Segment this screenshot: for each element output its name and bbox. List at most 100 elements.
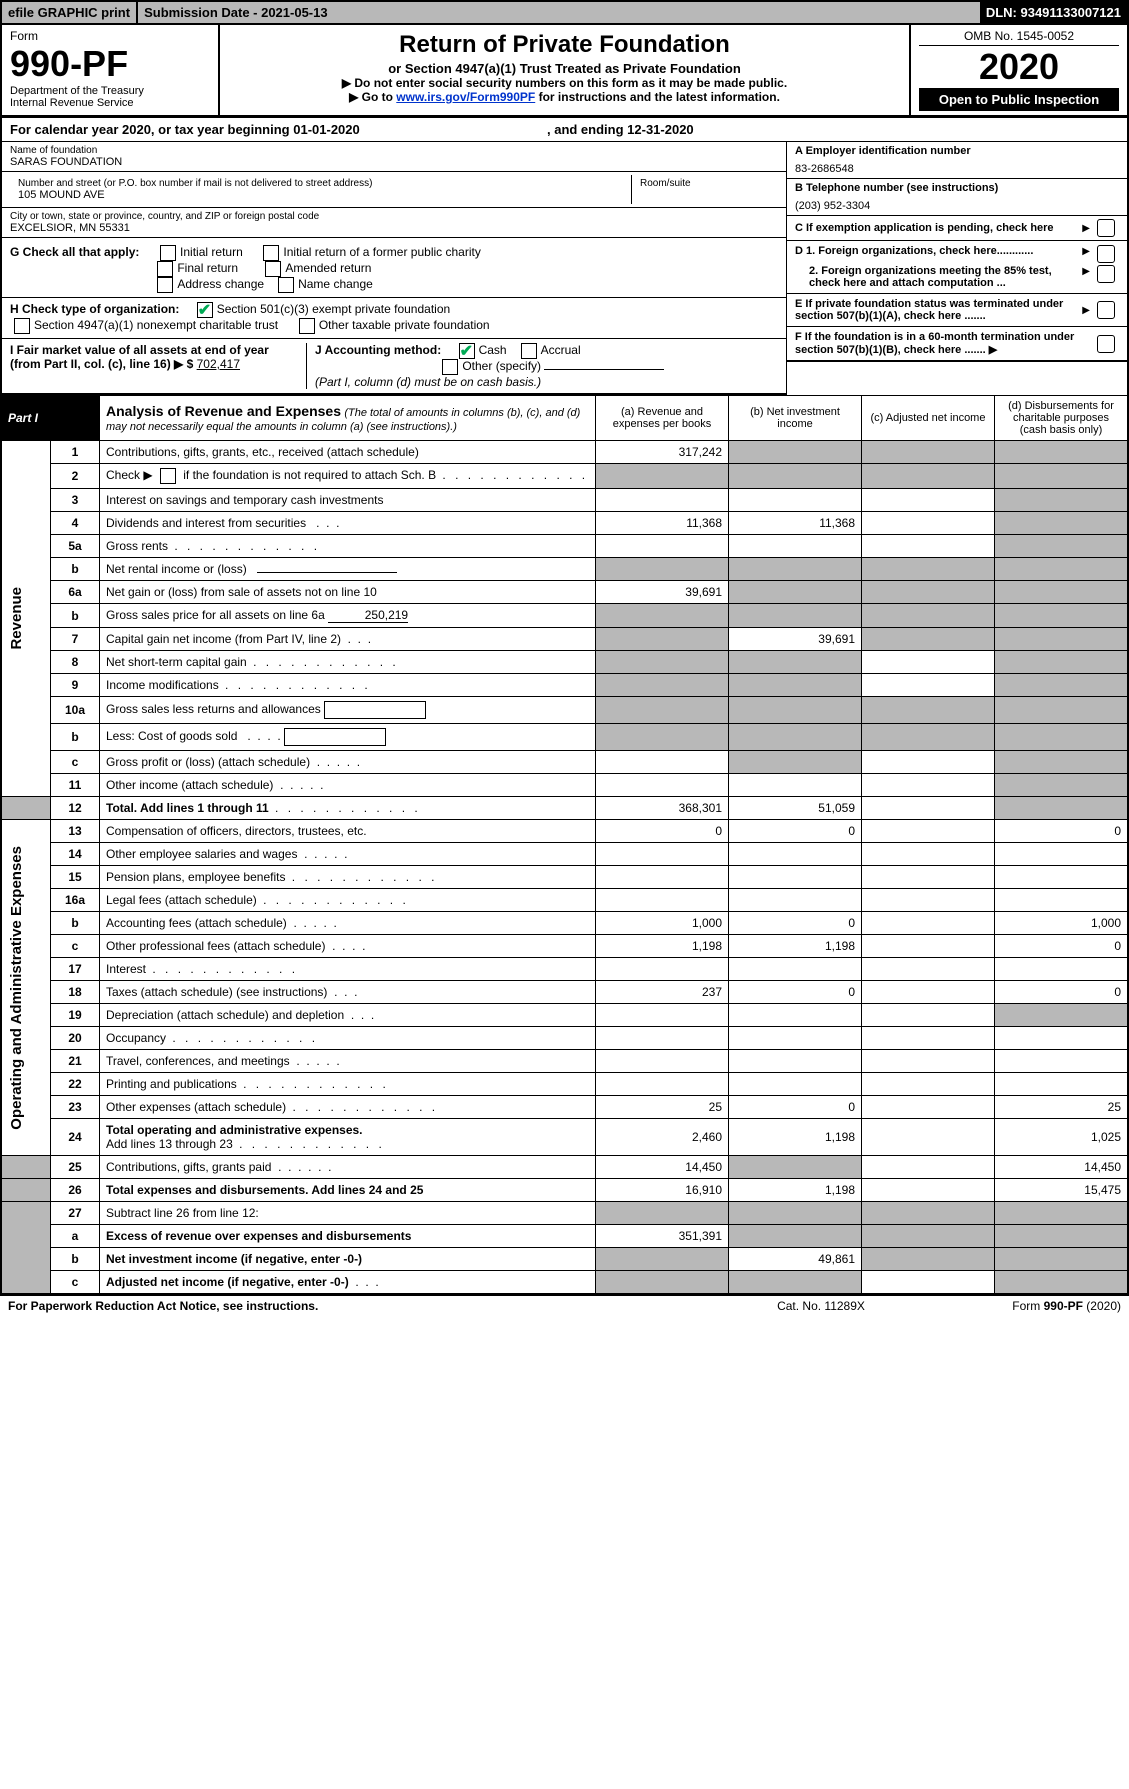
line-num: 19 bbox=[51, 1004, 100, 1027]
instruct-1: ▶ Do not enter social security numbers o… bbox=[228, 76, 901, 90]
table-row: 12 Total. Add lines 1 through 11 368,301… bbox=[1, 797, 1128, 820]
g-initial-checkbox[interactable] bbox=[160, 245, 176, 261]
val-a: 317,242 bbox=[596, 441, 729, 464]
val-b: 0 bbox=[729, 981, 862, 1004]
arrow-icon bbox=[1082, 265, 1093, 277]
e-row: E If private foundation status was termi… bbox=[787, 294, 1127, 327]
line-desc: Excess of revenue over expenses and disb… bbox=[100, 1225, 596, 1248]
line-desc: Travel, conferences, and meetings . . . … bbox=[100, 1050, 596, 1073]
line-num: 14 bbox=[51, 843, 100, 866]
line-num: 11 bbox=[51, 774, 100, 797]
g-initial-former: Initial return of a former public charit… bbox=[283, 245, 480, 259]
h-4947-checkbox[interactable] bbox=[14, 318, 30, 334]
g-address-checkbox[interactable] bbox=[157, 277, 173, 293]
line-num: 2 bbox=[51, 464, 100, 489]
instruct-2-post: for instructions and the latest informat… bbox=[535, 90, 780, 104]
val-b: 11,368 bbox=[729, 512, 862, 535]
revenue-side: Revenue bbox=[1, 441, 51, 797]
table-row: 10a Gross sales less returns and allowan… bbox=[1, 697, 1128, 724]
g-name-checkbox[interactable] bbox=[278, 277, 294, 293]
g-final: Final return bbox=[177, 261, 238, 275]
cal-mid: , and ending bbox=[547, 122, 627, 137]
h-501c3-checkbox[interactable] bbox=[197, 302, 213, 318]
j-accrual-checkbox[interactable] bbox=[521, 343, 537, 359]
arrow-icon bbox=[1082, 304, 1093, 316]
val-d: 1,025 bbox=[995, 1119, 1129, 1156]
val-b: 1,198 bbox=[729, 1179, 862, 1202]
efile-badge[interactable]: efile GRAPHIC print bbox=[2, 2, 138, 23]
val-a: 237 bbox=[596, 981, 729, 1004]
irs-link[interactable]: www.irs.gov/Form990PF bbox=[396, 90, 535, 104]
line-desc: Printing and publications bbox=[100, 1073, 596, 1096]
val-a: 0 bbox=[596, 820, 729, 843]
val-d: 14,450 bbox=[995, 1156, 1129, 1179]
val-a: 14,450 bbox=[596, 1156, 729, 1179]
d2-checkbox[interactable] bbox=[1097, 265, 1115, 283]
j-other-checkbox[interactable] bbox=[442, 359, 458, 375]
table-row: 6a Net gain or (loss) from sale of asset… bbox=[1, 581, 1128, 604]
cal-begin: 01-01-2020 bbox=[293, 122, 360, 137]
exemption-checkbox[interactable] bbox=[1097, 219, 1115, 237]
line-desc: Other income (attach schedule) . . . . . bbox=[100, 774, 596, 797]
table-row: 4 Dividends and interest from securities… bbox=[1, 512, 1128, 535]
d2-label: 2. Foreign organizations meeting the 85%… bbox=[809, 265, 1052, 289]
j-cash-checkbox[interactable] bbox=[459, 343, 475, 359]
table-row: 5a Gross rents bbox=[1, 535, 1128, 558]
header-center: Return of Private Foundation or Section … bbox=[220, 25, 909, 115]
j-cash: Cash bbox=[479, 343, 507, 357]
g-final-checkbox[interactable] bbox=[157, 261, 173, 277]
h-other: Other taxable private foundation bbox=[319, 318, 490, 332]
d1-label: D 1. Foreign organizations, check here..… bbox=[795, 245, 1033, 257]
i-cell: I Fair market value of all assets at end… bbox=[10, 343, 307, 389]
line-num: b bbox=[51, 912, 100, 935]
line-num: 15 bbox=[51, 866, 100, 889]
line-desc: Other employee salaries and wages . . . … bbox=[100, 843, 596, 866]
line-num: 6a bbox=[51, 581, 100, 604]
ein-value: 83-2686548 bbox=[795, 163, 1119, 175]
g-row: G Check all that apply: Initial return I… bbox=[2, 241, 786, 298]
table-row: 9 Income modifications bbox=[1, 674, 1128, 697]
d1-checkbox[interactable] bbox=[1097, 245, 1115, 263]
h-4947: Section 4947(a)(1) nonexempt charitable … bbox=[34, 318, 278, 332]
dln: DLN: 93491133007121 bbox=[980, 2, 1127, 23]
val-d bbox=[995, 441, 1129, 464]
table-row: 24 Total operating and administrative ex… bbox=[1, 1119, 1128, 1156]
table-row: 22 Printing and publications bbox=[1, 1073, 1128, 1096]
line-num: 24 bbox=[51, 1119, 100, 1156]
line-desc: Compensation of officers, directors, tru… bbox=[100, 820, 596, 843]
val-a: 351,391 bbox=[596, 1225, 729, 1248]
j-other: Other (specify) bbox=[462, 359, 541, 373]
val-b: 0 bbox=[729, 820, 862, 843]
table-row: 18 Taxes (attach schedule) (see instruct… bbox=[1, 981, 1128, 1004]
phone-cell: B Telephone number (see instructions) (2… bbox=[787, 179, 1127, 216]
val-b: 1,198 bbox=[729, 935, 862, 958]
val-a: 25 bbox=[596, 1096, 729, 1119]
e-label: E If private foundation status was termi… bbox=[795, 298, 1082, 322]
city-value: EXCELSIOR, MN 55331 bbox=[10, 222, 778, 234]
table-row: 16a Legal fees (attach schedule) bbox=[1, 889, 1128, 912]
f-checkbox[interactable] bbox=[1097, 335, 1115, 353]
schB-checkbox[interactable] bbox=[160, 468, 176, 484]
g-amended-checkbox[interactable] bbox=[265, 261, 281, 277]
val-b: 0 bbox=[729, 1096, 862, 1119]
col-b-header: (b) Net investment income bbox=[729, 396, 862, 441]
address-label: Number and street (or P.O. box number if… bbox=[18, 178, 623, 189]
expenses-side: Operating and Administrative Expenses bbox=[1, 820, 51, 1156]
val-d: 1,000 bbox=[995, 912, 1129, 935]
line-num: c bbox=[51, 1271, 100, 1295]
val-b: 49,861 bbox=[729, 1248, 862, 1271]
table-row: 19 Depreciation (attach schedule) and de… bbox=[1, 1004, 1128, 1027]
val-a: 39,691 bbox=[596, 581, 729, 604]
h-other-checkbox[interactable] bbox=[299, 318, 315, 334]
e-checkbox[interactable] bbox=[1097, 301, 1115, 319]
g-initial-former-checkbox[interactable] bbox=[263, 245, 279, 261]
line-desc: Gross sales price for all assets on line… bbox=[100, 604, 596, 628]
instruct-2-pre: ▶ Go to bbox=[349, 90, 396, 104]
line-num: 25 bbox=[51, 1156, 100, 1179]
line-desc: Other expenses (attach schedule) bbox=[100, 1096, 596, 1119]
exemption-label: C If exemption application is pending, c… bbox=[795, 222, 1082, 234]
val-b: 39,691 bbox=[729, 628, 862, 651]
val-b: 1,198 bbox=[729, 1119, 862, 1156]
d-row: D 1. Foreign organizations, check here..… bbox=[787, 241, 1127, 294]
val-a: 1,000 bbox=[596, 912, 729, 935]
